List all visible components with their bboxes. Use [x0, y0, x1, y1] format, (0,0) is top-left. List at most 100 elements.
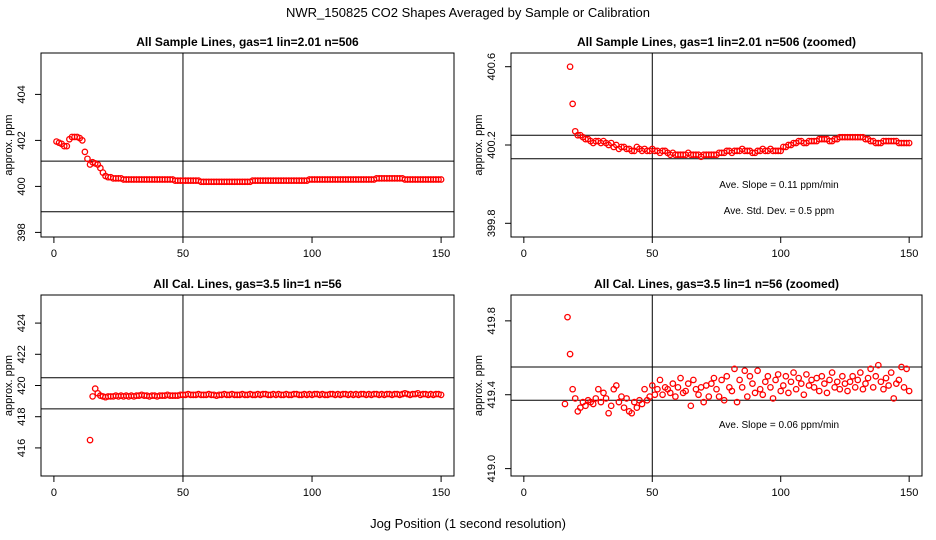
data-point — [864, 374, 872, 382]
data-point — [602, 395, 610, 402]
plot-annotation: Ave. Slope = 0.11 ppm/min — [719, 180, 838, 191]
data-point — [710, 374, 718, 382]
data-point — [612, 382, 620, 389]
plot-frame — [510, 52, 923, 238]
data-point — [856, 369, 864, 376]
data-point — [859, 385, 867, 393]
y-tick-label: 419.4 — [486, 381, 498, 409]
data-point — [746, 372, 754, 380]
x-tick-label: 100 — [303, 487, 321, 499]
data-point — [836, 385, 844, 393]
data-point — [592, 395, 600, 402]
data-point — [736, 376, 743, 384]
data-point — [815, 387, 823, 395]
data-point — [600, 389, 607, 397]
x-tick-label: 100 — [303, 248, 321, 260]
data-point — [86, 436, 94, 444]
data-point — [880, 385, 887, 393]
data-point — [723, 372, 731, 380]
data-point — [641, 385, 648, 393]
plot-frame — [40, 52, 455, 238]
data-point — [797, 380, 805, 388]
data-point — [800, 391, 808, 399]
data-point — [648, 382, 656, 389]
y-tick-label: 398 — [16, 223, 28, 241]
data-point — [867, 365, 874, 373]
data-point — [733, 398, 741, 406]
plot-annotation: Ave. Std. Dev. = 0.5 ppm — [724, 206, 835, 217]
data-point — [571, 395, 579, 402]
y-tick-label: 400 — [16, 177, 28, 195]
data-point — [821, 380, 828, 388]
data-point — [620, 404, 628, 412]
data-points — [86, 385, 445, 444]
y-tick-label: 419.0 — [486, 455, 498, 483]
plot-title: All Sample Lines, gas=1 lin=2.01 n=506 — [136, 35, 359, 49]
data-point — [833, 378, 841, 386]
data-point — [885, 382, 892, 389]
data-point — [756, 385, 764, 393]
x-tick-label: 150 — [432, 248, 450, 260]
data-point — [826, 376, 833, 384]
x-tick-label: 0 — [51, 248, 57, 260]
figure-title: NWR_150825 CO2 Shapes Averaged by Sample… — [286, 5, 650, 20]
data-point — [839, 372, 846, 380]
data-point — [638, 400, 646, 408]
x-tick-label: 100 — [772, 487, 790, 499]
data-points — [561, 313, 913, 417]
data-point — [684, 380, 692, 388]
data-point — [659, 391, 666, 399]
x-tick-label: 100 — [772, 248, 790, 260]
data-point — [628, 409, 636, 417]
data-point — [828, 369, 836, 376]
data-point — [564, 313, 571, 321]
data-point — [785, 389, 792, 397]
data-point — [437, 176, 445, 183]
data-point — [895, 376, 903, 384]
data-point — [844, 387, 851, 395]
x-tick-label: 150 — [432, 487, 450, 499]
data-point — [905, 139, 913, 147]
data-point — [772, 376, 779, 384]
data-point — [823, 389, 831, 397]
x-tick-label: 50 — [177, 487, 189, 499]
data-point — [849, 372, 856, 380]
data-point — [803, 371, 810, 378]
data-point — [877, 378, 885, 386]
plot-title: All Cal. Lines, gas=3.5 lin=1 n=56 (zoom… — [594, 277, 839, 291]
data-point — [687, 402, 695, 410]
y-tick-label: 399.8 — [486, 210, 498, 238]
data-point — [790, 369, 797, 376]
data-point — [569, 385, 577, 393]
y-axis-label: approx. ppm — [3, 114, 15, 175]
data-point — [715, 393, 723, 400]
data-point — [669, 380, 677, 388]
x-tick-label: 50 — [646, 248, 658, 260]
plot-frame — [40, 294, 455, 477]
plot-all-sample-lines: All Sample Lines, gas=1 lin=2.01 n=506 0 5… — [3, 35, 455, 260]
data-point — [566, 350, 574, 358]
data-point — [654, 385, 661, 393]
x-tick-label: 150 — [900, 248, 918, 260]
data-point — [672, 393, 679, 400]
plot-title: All Sample Lines, gas=1 lin=2.01 n=506 (… — [577, 35, 856, 49]
plot-frame — [510, 294, 923, 477]
y-tick-label: 418 — [16, 408, 28, 426]
data-point — [767, 383, 774, 391]
data-point — [903, 139, 910, 147]
x-tick-label: 50 — [646, 487, 658, 499]
data-point — [81, 148, 89, 156]
data-point — [569, 100, 577, 108]
data-point — [623, 395, 630, 402]
data-point — [89, 393, 96, 400]
data-point — [731, 365, 738, 373]
y-tick-label: 404 — [16, 85, 28, 103]
data-point — [690, 376, 697, 384]
data-point — [566, 63, 574, 71]
data-point — [900, 383, 908, 391]
data-point — [700, 398, 708, 406]
data-point — [851, 383, 859, 391]
plot-title: All Cal. Lines, gas=3.5 lin=1 n=56 — [153, 277, 342, 291]
plot-all-cal-lines: All Cal. Lines, gas=3.5 lin=1 n=56 0 50 100… — [3, 277, 455, 499]
data-point — [633, 404, 641, 412]
